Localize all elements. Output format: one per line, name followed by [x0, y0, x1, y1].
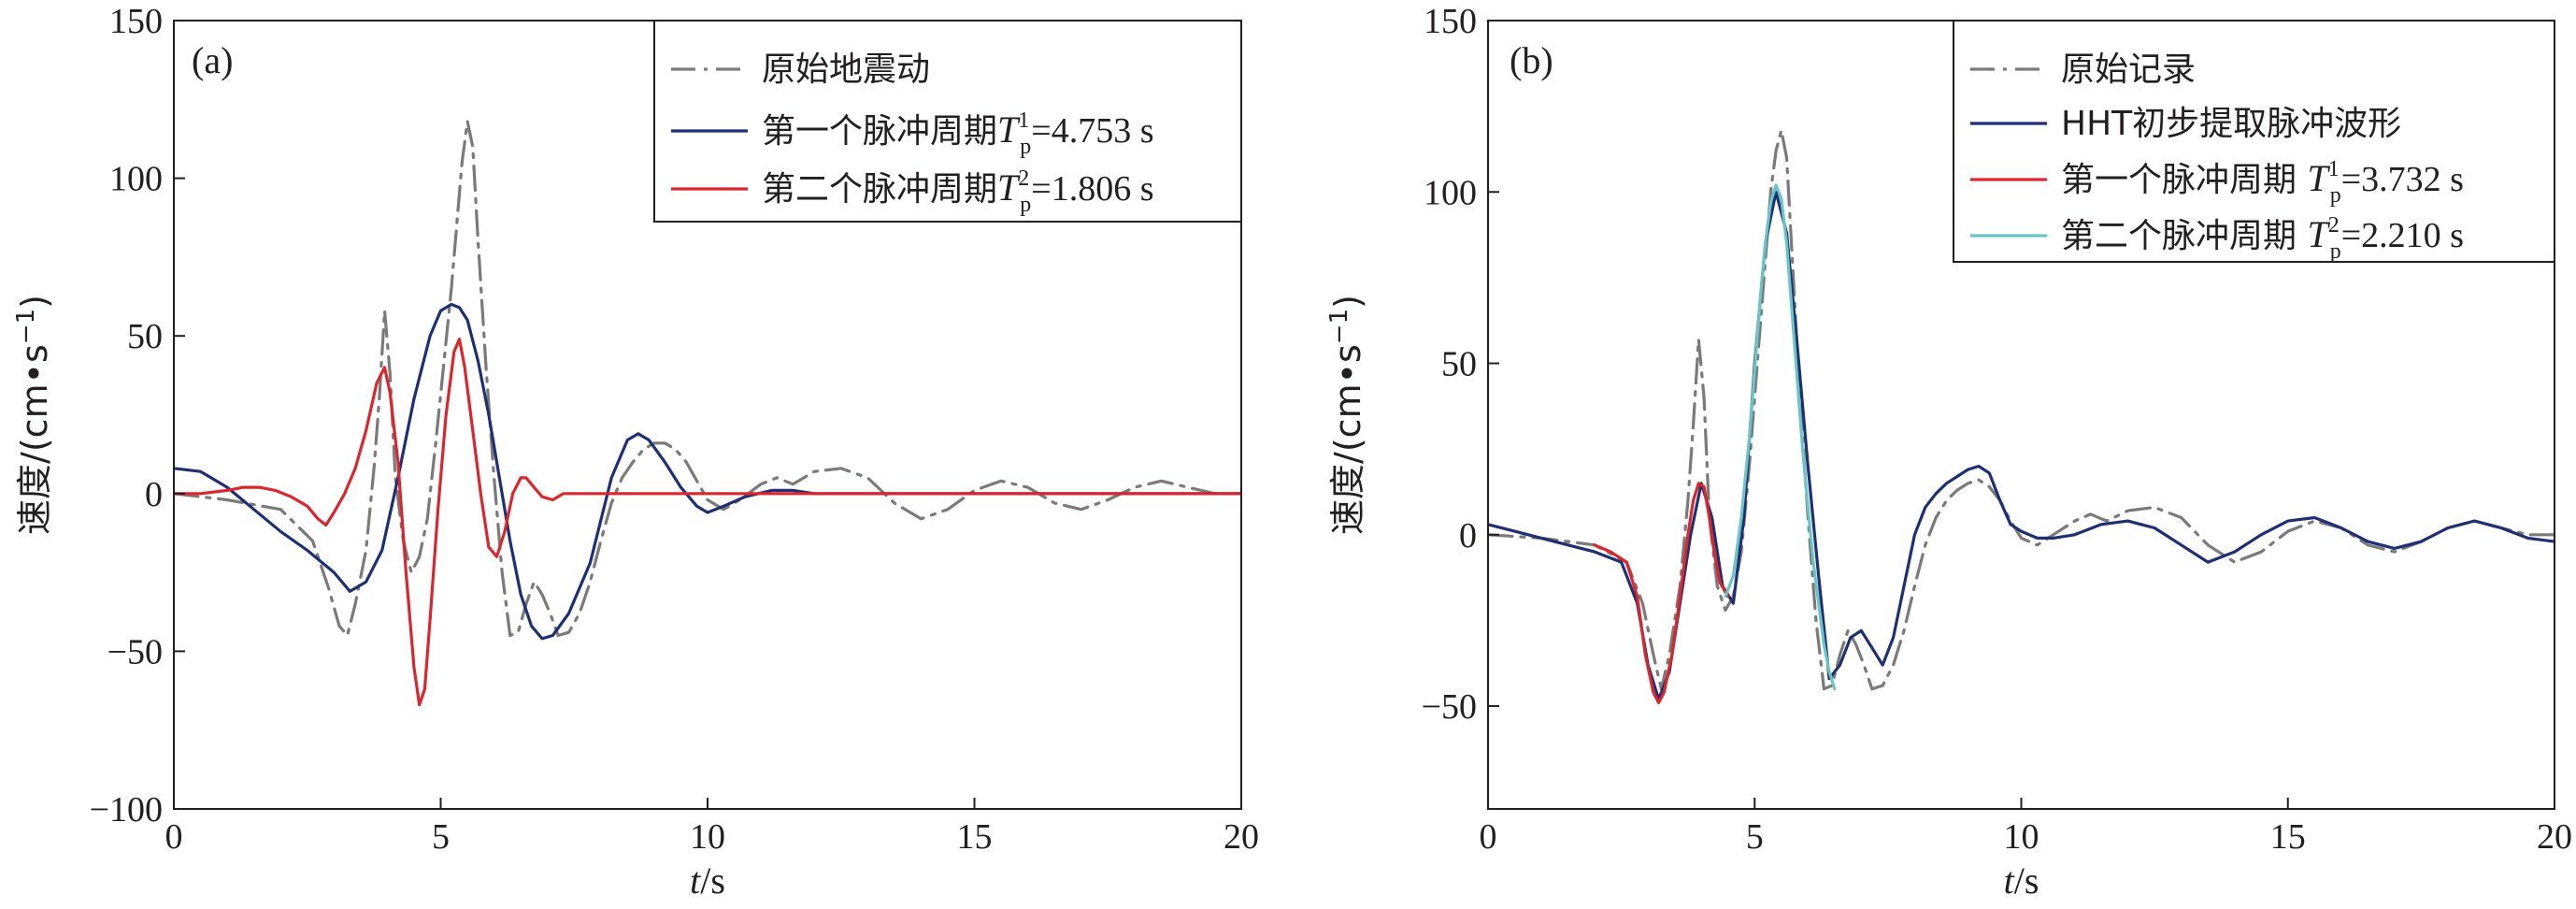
legend-label-0: 原始地震动 — [762, 50, 930, 89]
legend-label-2: 第二个脉冲周期T2 p=1.806 s — [762, 166, 1153, 217]
legend-label-1: 第一个脉冲周期T1 p=4.753 s — [762, 108, 1153, 159]
x-tick-label: 5 — [1746, 817, 1764, 857]
y-tick-label: 150 — [109, 2, 163, 41]
legend-box — [653, 20, 1242, 223]
y-tick-label: 50 — [127, 317, 163, 356]
x-tick-label: 5 — [432, 817, 450, 857]
series-group — [1488, 128, 2555, 705]
y-axis-label: 速度/(cm•s−1) — [12, 295, 55, 535]
chart-panel-b: 0 5 10 15 20 150 100 50 0 −50 t/s 速度/(cm•s−1) (b) 原始记… — [1325, 2, 2572, 902]
x-tick-label: 0 — [165, 817, 183, 857]
y-tick-label: 100 — [1424, 173, 1477, 212]
series-line-3 — [1724, 183, 1837, 691]
legend-box — [1953, 20, 2555, 263]
y-tick-label: −50 — [107, 632, 163, 671]
legend-label-0: 原始记录 — [2061, 50, 2196, 89]
x-tick-label: 0 — [1480, 817, 1497, 857]
legend-label-1: HHT初步提取脉冲波形 — [2061, 105, 2401, 143]
x-axis-unit: s — [710, 859, 725, 902]
series-line-0 — [1488, 128, 2555, 691]
x-axis-unit: s — [2025, 859, 2039, 902]
y-tick-label: 150 — [1424, 2, 1477, 41]
panel-label: (b) — [1510, 39, 1553, 81]
legend-label-3: 第二个脉冲周期 T2 p=2.210 s — [2061, 213, 2464, 264]
y-tick-label: 100 — [109, 160, 163, 199]
series-line-2 — [174, 338, 1241, 707]
series-line-0 — [174, 120, 1241, 638]
x-tick-label: 15 — [957, 817, 993, 857]
x-axis-label: t/s — [690, 859, 725, 902]
y-axis-label: 速度/(cm•s−1) — [1325, 295, 1368, 535]
series-line-1 — [174, 302, 1241, 641]
x-tick-label: 10 — [690, 817, 725, 857]
x-axis-label: t/s — [2004, 859, 2039, 902]
y-tick-label: 50 — [1441, 345, 1477, 384]
x-tick-label: 15 — [2270, 817, 2306, 857]
series-group — [174, 120, 1241, 707]
x-tick-label: 20 — [1224, 817, 1259, 857]
y-tick-label: 0 — [145, 475, 163, 514]
x-axis-var: t — [690, 859, 701, 902]
chart-panel-a: 0 5 10 15 20 150 100 50 0 −50 −100 t/s 速度/(cm•s−1) (a… — [12, 2, 1259, 902]
series-line-2 — [1593, 482, 1730, 705]
y-tick-label: −100 — [90, 790, 163, 830]
legend-label-2: 第一个脉冲周期 T1 p=3.732 s — [2061, 157, 2464, 208]
x-tick-label: 10 — [2004, 817, 2039, 857]
x-tick-label: 20 — [2537, 817, 2572, 857]
series-line-1 — [1488, 190, 2555, 701]
x-axis-var: t — [2004, 859, 2015, 902]
y-tick-label: −50 — [1422, 687, 1477, 727]
panel-label: (a) — [192, 39, 233, 81]
y-tick-label: 0 — [1459, 516, 1477, 556]
